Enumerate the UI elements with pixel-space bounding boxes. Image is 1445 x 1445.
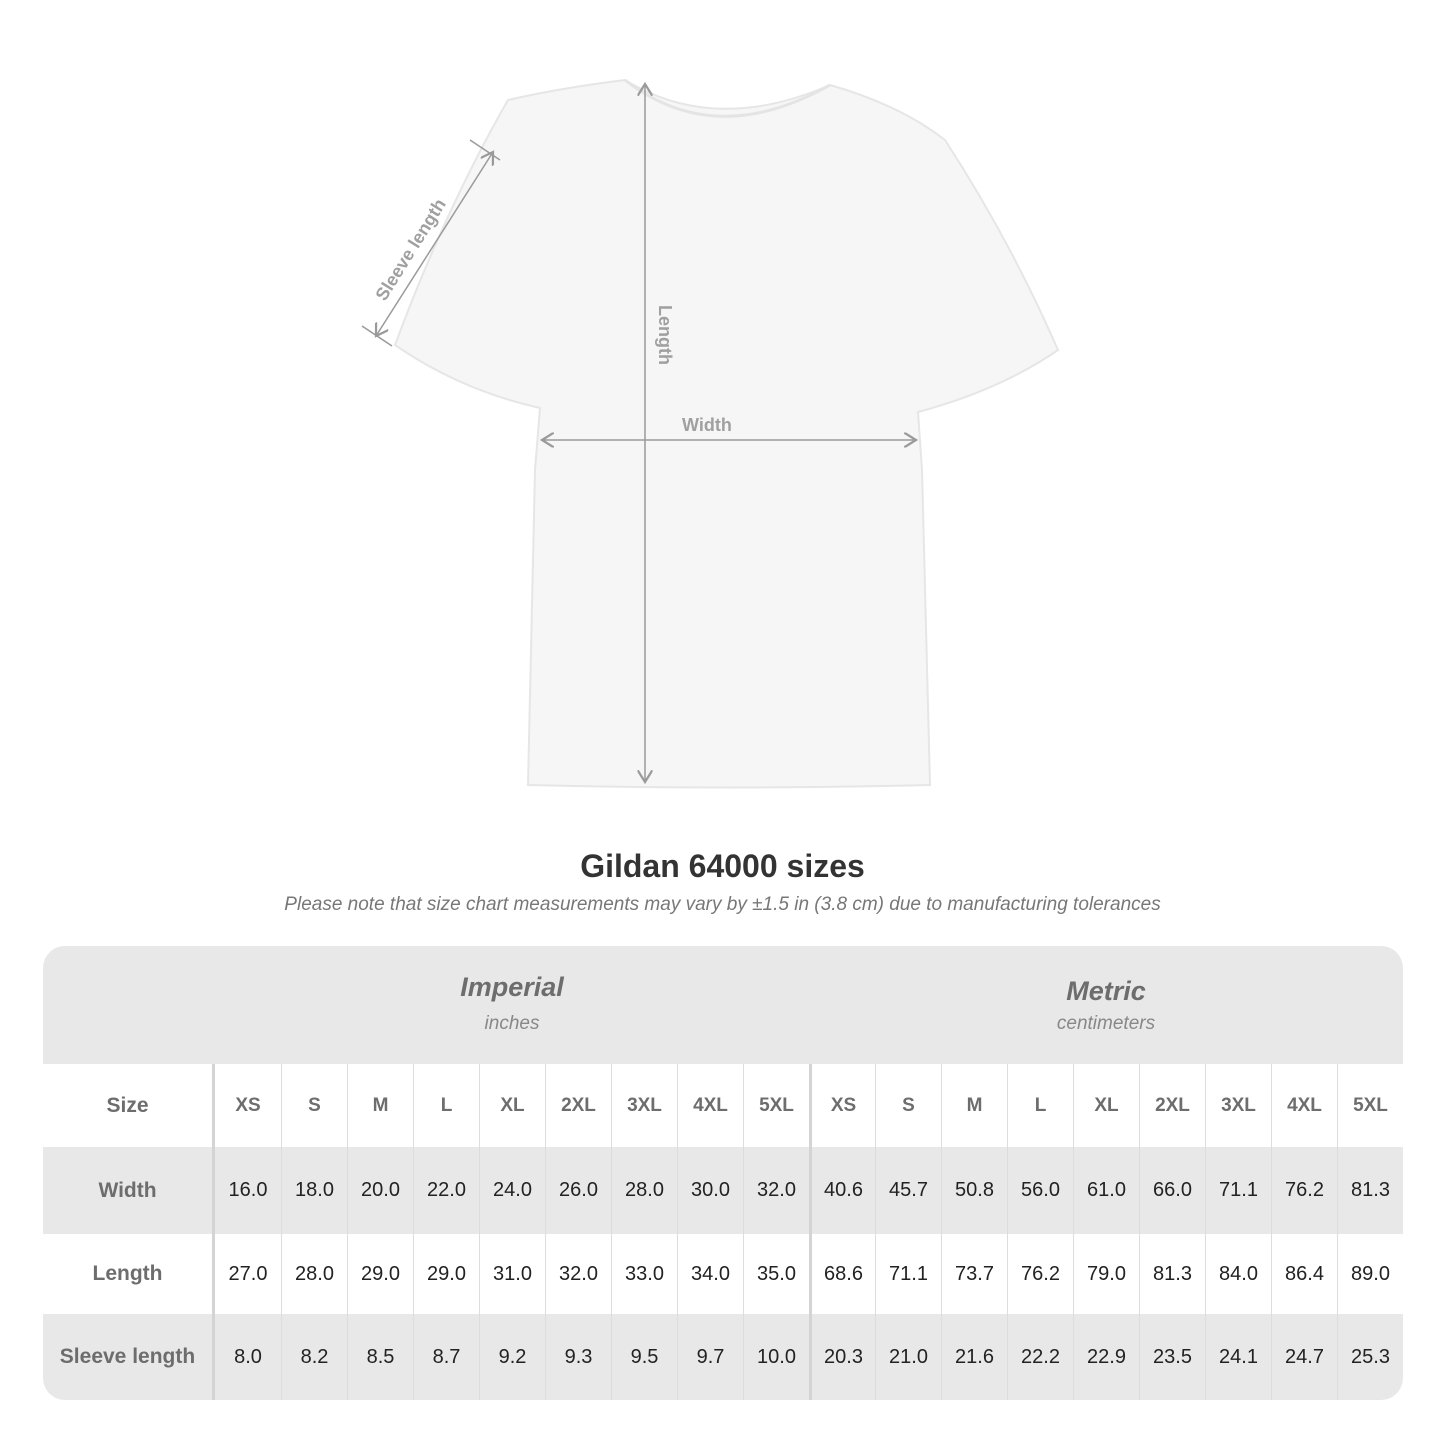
table-cell: 8.5	[347, 1314, 413, 1400]
table-cell: 18.0	[281, 1147, 347, 1234]
table-row: Width 16.0 18.0 20.0 22.0 24.0 26.0 28.0 30.0 32.…	[43, 1147, 1403, 1234]
size-header-cell: M	[347, 1064, 413, 1147]
table-cell: 9.3	[545, 1314, 611, 1400]
table-cell: 24.7	[1271, 1314, 1337, 1400]
size-header-cell: 2XL	[545, 1064, 611, 1147]
table-cell: 9.2	[479, 1314, 545, 1400]
table-cell: 71.1	[1205, 1147, 1271, 1234]
table-cell: 76.2	[1271, 1147, 1337, 1234]
table-row: Length 27.0 28.0 29.0 29.0 31.0 32.0 33.0 34.0 35…	[43, 1234, 1403, 1314]
table-cell: 31.0	[479, 1234, 545, 1314]
size-header-cell: XS	[809, 1064, 875, 1147]
size-header-cell: S	[875, 1064, 941, 1147]
table-cell: 29.0	[413, 1234, 479, 1314]
table-cell: 79.0	[1073, 1234, 1139, 1314]
table-cell: 8.0	[234, 1345, 262, 1368]
size-header-cell: S	[281, 1064, 347, 1147]
table-cell: 26.0	[545, 1147, 611, 1234]
table-cell: 22.2	[1007, 1314, 1073, 1400]
size-label: Size	[43, 1064, 215, 1147]
table-cell: 25.3	[1337, 1314, 1403, 1400]
row-label: Sleeve length	[43, 1314, 215, 1400]
table-cell: 50.8	[941, 1147, 1007, 1234]
width-label: Width	[682, 415, 732, 435]
page-title: Gildan 64000 sizes	[580, 848, 865, 884]
length-label: Length	[655, 305, 675, 365]
size-header-cell: 4XL	[677, 1064, 743, 1147]
table-cell: 81.3	[1337, 1147, 1403, 1234]
table-cell: 84.0	[1205, 1234, 1271, 1314]
table-cell: 76.2	[1007, 1234, 1073, 1314]
table-cell: 20.0	[347, 1147, 413, 1234]
table-cell: 33.0	[611, 1234, 677, 1314]
size-header-cell: 5XL	[743, 1064, 809, 1147]
table-cell: 28.0	[281, 1234, 347, 1314]
size-header-cell: L	[413, 1064, 479, 1147]
table-cell: 71.1	[875, 1234, 941, 1314]
table-cell: 68.6	[809, 1234, 875, 1314]
table-cell: 21.6	[941, 1314, 1007, 1400]
table-cell: 8.2	[281, 1314, 347, 1400]
table-cell: 89.0	[1337, 1234, 1403, 1314]
size-header-cell: XL	[479, 1064, 545, 1147]
table-cell: 34.0	[677, 1234, 743, 1314]
table-cell: 73.7	[941, 1234, 1007, 1314]
size-header-row: Size XS S M L XL 2XL 3XL 4XL 5XL XS S M L XL 2XL 3XL 4XL…	[43, 1064, 1403, 1147]
table-cell: 22.0	[413, 1147, 479, 1234]
size-header-cell: XS	[235, 1094, 261, 1116]
table-row: Sleeve length 8.0 8.2 8.5 8.7 9.2 9.3 9.5 9.7 10.…	[43, 1314, 1403, 1400]
size-header-cell: 3XL	[1205, 1064, 1271, 1147]
table-cell: 10.0	[743, 1314, 809, 1400]
table-cell: 56.0	[1007, 1147, 1073, 1234]
tolerance-note: Please note that size chart measurements…	[284, 894, 1161, 915]
size-header-cell: XL	[1073, 1064, 1139, 1147]
table-cell: 32.0	[743, 1147, 809, 1234]
table-cell: 45.7	[875, 1147, 941, 1234]
row-label: Width	[43, 1147, 215, 1234]
size-header-cell: 5XL	[1337, 1064, 1403, 1147]
table-cell: 32.0	[545, 1234, 611, 1314]
table-cell: 40.6	[809, 1147, 875, 1234]
table-cell: 8.7	[413, 1314, 479, 1400]
table-cell: 86.4	[1271, 1234, 1337, 1314]
table-cell: 29.0	[347, 1234, 413, 1314]
table-cell: 24.0	[479, 1147, 545, 1234]
size-header-cell: M	[941, 1064, 1007, 1147]
tshirt-diagram: Sleeve length Length Width	[361, 78, 1060, 789]
size-header-cell: 4XL	[1271, 1064, 1337, 1147]
imperial-header: Imperial inches	[460, 972, 564, 1034]
table-cell: 28.0	[611, 1147, 677, 1234]
sleeve-arrow	[376, 152, 493, 336]
table-cell: 22.9	[1073, 1314, 1139, 1400]
table-cell: 24.1	[1205, 1314, 1271, 1400]
table-cell: 81.3	[1139, 1234, 1205, 1314]
size-table: Imperial inches Metric centimeters Size …	[43, 946, 1403, 1400]
metric-header: Metric centimeters	[1056, 976, 1156, 1034]
table-cell: 61.0	[1073, 1147, 1139, 1234]
table-cell: 20.3	[809, 1314, 875, 1400]
size-header-cell: 2XL	[1139, 1064, 1205, 1147]
table-cell: 9.5	[611, 1314, 677, 1400]
table-cell: 30.0	[677, 1147, 743, 1234]
size-header-cell: L	[1007, 1064, 1073, 1147]
row-label: Length	[43, 1234, 215, 1314]
table-cell: 27.0	[228, 1262, 268, 1285]
table-cell: 35.0	[743, 1234, 809, 1314]
table-cell: 66.0	[1139, 1147, 1205, 1234]
table-cell: 21.0	[875, 1314, 941, 1400]
table-cell: 9.7	[677, 1314, 743, 1400]
table-cell: 23.5	[1139, 1314, 1205, 1400]
table-cell: 16.0	[228, 1179, 268, 1201]
size-header-cell: 3XL	[611, 1064, 677, 1147]
